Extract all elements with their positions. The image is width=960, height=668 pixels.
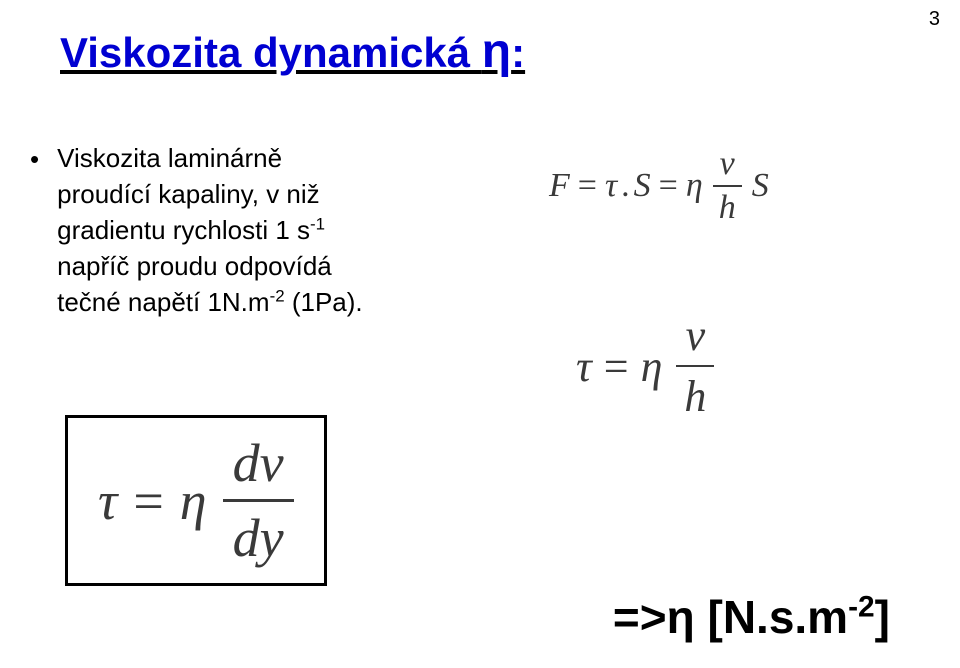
concl-ub: ] — [875, 591, 890, 643]
eq1-S2: S — [752, 167, 769, 205]
concl-arrow: => — [613, 591, 667, 643]
bt-line3a: gradientu rychlosti 1 s — [57, 215, 310, 245]
title-eta: η — [482, 25, 511, 78]
eq1-num: v — [714, 145, 741, 185]
bt-line1: Viskozita laminárně — [57, 143, 282, 173]
bt-line5b: (1Pa). — [285, 287, 363, 317]
eq1-eq2: = — [659, 167, 678, 205]
bullet-marker: • — [30, 142, 39, 176]
eq1-frac: v h — [713, 145, 742, 227]
eq1-tau: τ — [605, 167, 617, 205]
conclusion-unit: =>η [N.s.m-2] — [613, 590, 890, 644]
eq2-tau: τ — [576, 341, 592, 392]
concl-sup: -2 — [848, 591, 875, 624]
title-colon: : — [511, 29, 525, 76]
eq3-den: dy — [223, 502, 294, 569]
title-main: Viskozita dynamická — [60, 29, 482, 76]
equation-tau-differential: τ = η dv dy — [90, 432, 302, 569]
bt-line5a: tečné napětí 1N.m — [57, 287, 269, 317]
eq1-S1: S — [634, 167, 651, 205]
bullet-block: • Viskozita laminárně proudící kapaliny,… — [30, 140, 363, 320]
eq1-dot: . — [621, 167, 630, 205]
eq3-num: dv — [223, 432, 294, 499]
equation-tau-simple: τ = η v h — [570, 310, 722, 422]
eq1-den: h — [713, 187, 742, 227]
bt-line3sup: -1 — [310, 214, 325, 233]
eq2-num: v — [678, 310, 714, 365]
eq1-F: F — [549, 167, 570, 205]
page-title: Viskozita dynamická η: — [60, 24, 525, 79]
bt-line5sup: -2 — [270, 286, 285, 305]
eq2-eta: η — [641, 341, 663, 392]
eq2-den: h — [676, 367, 714, 422]
bt-line2: proudící kapaliny, v niž — [57, 179, 320, 209]
eq1-eq1: = — [578, 167, 597, 205]
eq1-eta: η — [686, 167, 703, 205]
concl-sp — [695, 591, 708, 643]
bt-line4: napříč proudu odpovídá — [57, 251, 332, 281]
eq3-eta: η — [180, 470, 207, 532]
page-number: 3 — [929, 8, 940, 31]
eq2-frac: v h — [676, 310, 714, 422]
eq2-eq: = — [604, 341, 629, 392]
concl-eta: η — [667, 591, 695, 643]
equation-force: F = τ . S = η v h S — [545, 145, 773, 227]
eq3-eq: = — [133, 470, 163, 532]
equation-tau-differential-box: τ = η dv dy — [65, 415, 327, 586]
concl-ua: [N.s.m — [708, 591, 849, 643]
bullet-text: Viskozita laminárně proudící kapaliny, v… — [57, 140, 363, 320]
eq3-frac: dv dy — [223, 432, 294, 569]
eq3-tau: τ — [98, 470, 117, 532]
